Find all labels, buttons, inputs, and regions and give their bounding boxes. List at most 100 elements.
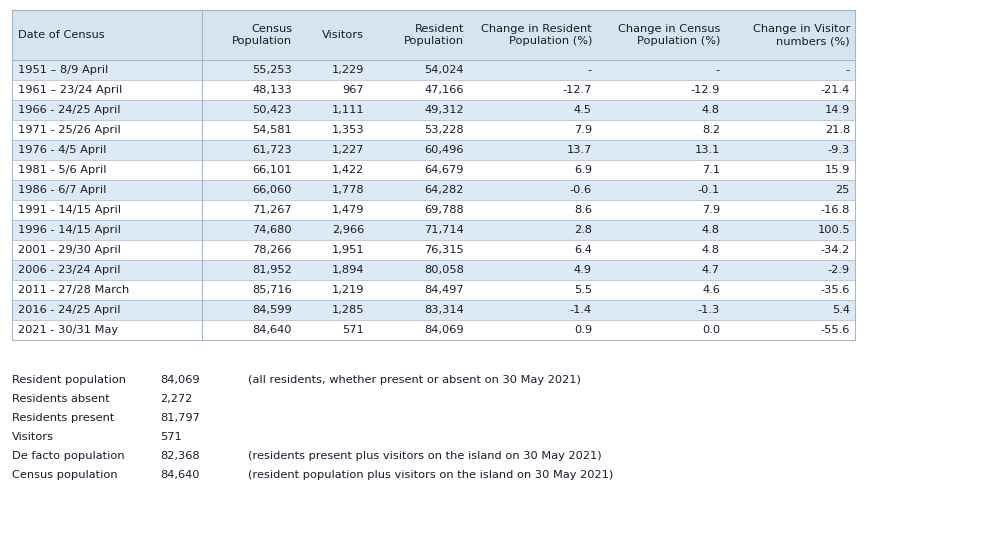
Text: 14.9: 14.9 xyxy=(825,105,850,115)
Text: 5.4: 5.4 xyxy=(832,305,850,315)
Text: 84,640: 84,640 xyxy=(160,470,200,480)
Text: 76,315: 76,315 xyxy=(424,245,464,255)
Text: 0.9: 0.9 xyxy=(574,325,592,335)
Text: 1,422: 1,422 xyxy=(332,165,364,175)
Bar xyxy=(12,180,855,200)
Text: 66,060: 66,060 xyxy=(252,185,292,195)
Text: -16.8: -16.8 xyxy=(821,205,850,215)
Text: 2,966: 2,966 xyxy=(332,225,364,235)
Text: Visitors: Visitors xyxy=(322,30,364,40)
Bar xyxy=(12,140,855,160)
Text: 1991 - 14/15 April: 1991 - 14/15 April xyxy=(18,205,121,215)
Text: 48,133: 48,133 xyxy=(252,85,292,95)
Text: 84,069: 84,069 xyxy=(424,325,464,335)
Text: -12.9: -12.9 xyxy=(691,85,720,95)
Text: Date of Census: Date of Census xyxy=(18,30,105,40)
Text: 13.7: 13.7 xyxy=(567,145,592,155)
Text: 2001 - 29/30 April: 2001 - 29/30 April xyxy=(18,245,121,255)
Text: -34.2: -34.2 xyxy=(821,245,850,255)
Text: 84,069: 84,069 xyxy=(160,375,200,385)
Text: 1986 - 6/7 April: 1986 - 6/7 April xyxy=(18,185,106,195)
Bar xyxy=(12,100,855,120)
Text: 64,282: 64,282 xyxy=(425,185,464,195)
Text: 1971 - 25/26 April: 1971 - 25/26 April xyxy=(18,125,121,135)
Text: -0.1: -0.1 xyxy=(698,185,720,195)
Bar xyxy=(12,80,855,100)
Text: 2011 - 27/28 March: 2011 - 27/28 March xyxy=(18,285,129,295)
Text: 1,111: 1,111 xyxy=(331,105,364,115)
Bar xyxy=(12,10,855,60)
Text: 71,714: 71,714 xyxy=(424,225,464,235)
Text: 74,680: 74,680 xyxy=(252,225,292,235)
Text: 1,894: 1,894 xyxy=(332,265,364,275)
Text: 2021 - 30/31 May: 2021 - 30/31 May xyxy=(18,325,118,335)
Text: Change in Census
Population (%): Change in Census Population (%) xyxy=(618,24,720,46)
Text: 71,267: 71,267 xyxy=(252,205,292,215)
Text: 4.6: 4.6 xyxy=(702,285,720,295)
Bar xyxy=(12,60,855,80)
Text: 4.8: 4.8 xyxy=(702,105,720,115)
Text: -0.6: -0.6 xyxy=(570,185,592,195)
Text: 1,227: 1,227 xyxy=(332,145,364,155)
Text: 49,312: 49,312 xyxy=(424,105,464,115)
Text: 60,496: 60,496 xyxy=(424,145,464,155)
Text: 1,229: 1,229 xyxy=(332,65,364,75)
Text: 81,952: 81,952 xyxy=(252,265,292,275)
Bar xyxy=(12,320,855,340)
Bar xyxy=(12,10,855,340)
Text: De facto population: De facto population xyxy=(12,451,125,461)
Text: 84,599: 84,599 xyxy=(252,305,292,315)
Text: 1996 - 14/15 April: 1996 - 14/15 April xyxy=(18,225,121,235)
Text: -12.7: -12.7 xyxy=(563,85,592,95)
Bar xyxy=(12,300,855,320)
Text: 4.8: 4.8 xyxy=(702,245,720,255)
Bar xyxy=(12,280,855,300)
Text: 0.0: 0.0 xyxy=(702,325,720,335)
Text: 2016 - 24/25 April: 2016 - 24/25 April xyxy=(18,305,120,315)
Text: Resident population: Resident population xyxy=(12,375,126,385)
Text: 2,272: 2,272 xyxy=(160,394,192,404)
Text: -1.3: -1.3 xyxy=(698,305,720,315)
Text: 66,101: 66,101 xyxy=(252,165,292,175)
Text: 84,640: 84,640 xyxy=(252,325,292,335)
Text: 1,285: 1,285 xyxy=(332,305,364,315)
Text: 83,314: 83,314 xyxy=(424,305,464,315)
Text: -21.4: -21.4 xyxy=(821,85,850,95)
Text: 61,723: 61,723 xyxy=(252,145,292,155)
Bar xyxy=(12,220,855,240)
Bar xyxy=(12,240,855,260)
Text: 1961 – 23/24 April: 1961 – 23/24 April xyxy=(18,85,122,95)
Text: 1,951: 1,951 xyxy=(331,245,364,255)
Text: 1951 – 8/9 April: 1951 – 8/9 April xyxy=(18,65,108,75)
Text: 53,228: 53,228 xyxy=(424,125,464,135)
Text: 2006 - 23/24 April: 2006 - 23/24 April xyxy=(18,265,120,275)
Text: 54,581: 54,581 xyxy=(252,125,292,135)
Text: 25: 25 xyxy=(836,185,850,195)
Text: Census
Population: Census Population xyxy=(232,24,292,46)
Text: 81,797: 81,797 xyxy=(160,413,200,423)
Text: 8.2: 8.2 xyxy=(702,125,720,135)
Text: -2.9: -2.9 xyxy=(828,265,850,275)
Text: 54,024: 54,024 xyxy=(424,65,464,75)
Text: 78,266: 78,266 xyxy=(252,245,292,255)
Text: 1976 - 4/5 April: 1976 - 4/5 April xyxy=(18,145,106,155)
Text: 1981 - 5/6 April: 1981 - 5/6 April xyxy=(18,165,106,175)
Text: 2.8: 2.8 xyxy=(574,225,592,235)
Text: 80,058: 80,058 xyxy=(424,265,464,275)
Bar xyxy=(12,120,855,140)
Bar xyxy=(12,160,855,180)
Text: 967: 967 xyxy=(342,85,364,95)
Text: 82,368: 82,368 xyxy=(160,451,200,461)
Text: 4.9: 4.9 xyxy=(574,265,592,275)
Text: 1,479: 1,479 xyxy=(332,205,364,215)
Text: 84,497: 84,497 xyxy=(424,285,464,295)
Text: 1,219: 1,219 xyxy=(332,285,364,295)
Text: 100.5: 100.5 xyxy=(817,225,850,235)
Text: -: - xyxy=(846,65,850,75)
Text: Resident
Population: Resident Population xyxy=(404,24,464,46)
Text: -: - xyxy=(716,65,720,75)
Text: Visitors: Visitors xyxy=(12,432,54,442)
Text: 1,778: 1,778 xyxy=(331,185,364,195)
Text: 15.9: 15.9 xyxy=(825,165,850,175)
Text: -9.3: -9.3 xyxy=(828,145,850,155)
